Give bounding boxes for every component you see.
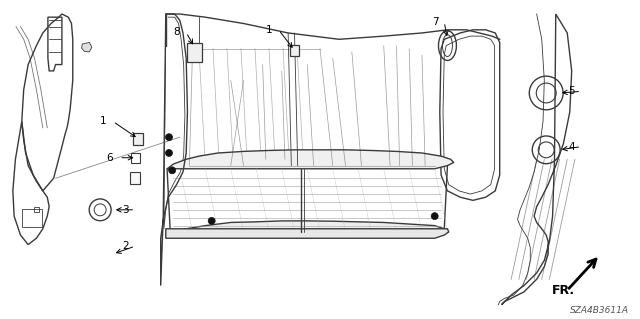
- Bar: [186, 43, 202, 63]
- Bar: [130, 172, 140, 184]
- Text: 3: 3: [123, 205, 129, 215]
- Circle shape: [431, 213, 438, 219]
- Text: 1: 1: [100, 116, 107, 126]
- Text: 6: 6: [107, 153, 113, 163]
- Polygon shape: [167, 150, 454, 169]
- Bar: [290, 45, 299, 56]
- Text: 5: 5: [569, 86, 575, 96]
- Circle shape: [208, 218, 215, 224]
- Circle shape: [166, 150, 172, 156]
- Bar: [131, 153, 140, 163]
- Polygon shape: [82, 42, 92, 52]
- Text: 7: 7: [431, 17, 438, 27]
- Text: 4: 4: [569, 142, 575, 152]
- Polygon shape: [166, 229, 449, 238]
- Text: 8: 8: [173, 27, 180, 37]
- Text: SZA4B3611A: SZA4B3611A: [570, 306, 629, 315]
- Bar: [22, 209, 42, 226]
- Bar: [133, 133, 143, 145]
- Circle shape: [169, 167, 175, 174]
- Text: 2: 2: [123, 241, 129, 251]
- Polygon shape: [170, 221, 444, 232]
- Circle shape: [166, 134, 172, 141]
- Bar: [34, 207, 39, 212]
- Text: FR.: FR.: [552, 284, 575, 297]
- Text: 1: 1: [266, 25, 273, 35]
